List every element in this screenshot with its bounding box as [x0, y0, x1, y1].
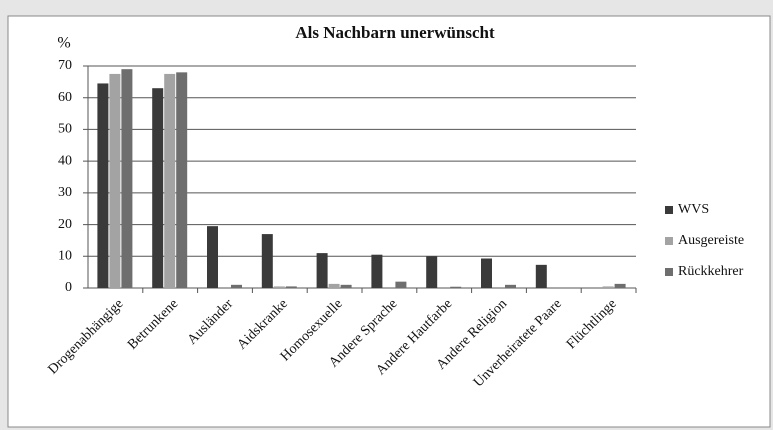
bar — [152, 88, 164, 288]
legend-swatch — [665, 237, 673, 245]
bar — [285, 286, 297, 288]
bar — [109, 73, 121, 288]
bar — [207, 226, 218, 288]
legend-label: Ausgereiste — [678, 233, 744, 248]
y-tick-label: 10 — [58, 249, 72, 264]
y-tick-label: 30 — [58, 185, 72, 200]
legend-swatch — [665, 206, 673, 214]
bar — [371, 254, 383, 288]
legend-label: Rückkehrer — [678, 264, 744, 279]
bar — [121, 69, 133, 289]
bar — [316, 253, 328, 288]
chart-frame — [7, 15, 771, 428]
bar — [97, 83, 109, 288]
bar — [164, 73, 176, 288]
bar — [614, 283, 626, 288]
legend-swatch — [665, 268, 673, 276]
bar — [602, 286, 614, 288]
bar — [340, 284, 352, 288]
y-tick-label: 40 — [58, 153, 72, 168]
bar — [231, 284, 242, 288]
y-tick-label: 50 — [58, 122, 72, 137]
y-tick-label: 0 — [65, 280, 72, 295]
bar — [535, 264, 547, 288]
bar — [481, 258, 492, 288]
bar — [426, 256, 438, 288]
bar — [505, 284, 516, 288]
bar — [328, 283, 340, 288]
y-tick-label: 60 — [58, 90, 72, 105]
bar — [176, 72, 188, 288]
bar — [261, 234, 273, 288]
bar — [450, 286, 462, 288]
legend-label: WVS — [678, 202, 709, 217]
bar — [395, 281, 407, 288]
bar — [273, 286, 285, 288]
chart-title: Als Nachbarn unerwünscht — [295, 23, 495, 42]
y-tick-label: 70 — [58, 58, 72, 73]
y-tick-label: 20 — [58, 217, 72, 232]
y-axis-label: % — [57, 35, 70, 52]
